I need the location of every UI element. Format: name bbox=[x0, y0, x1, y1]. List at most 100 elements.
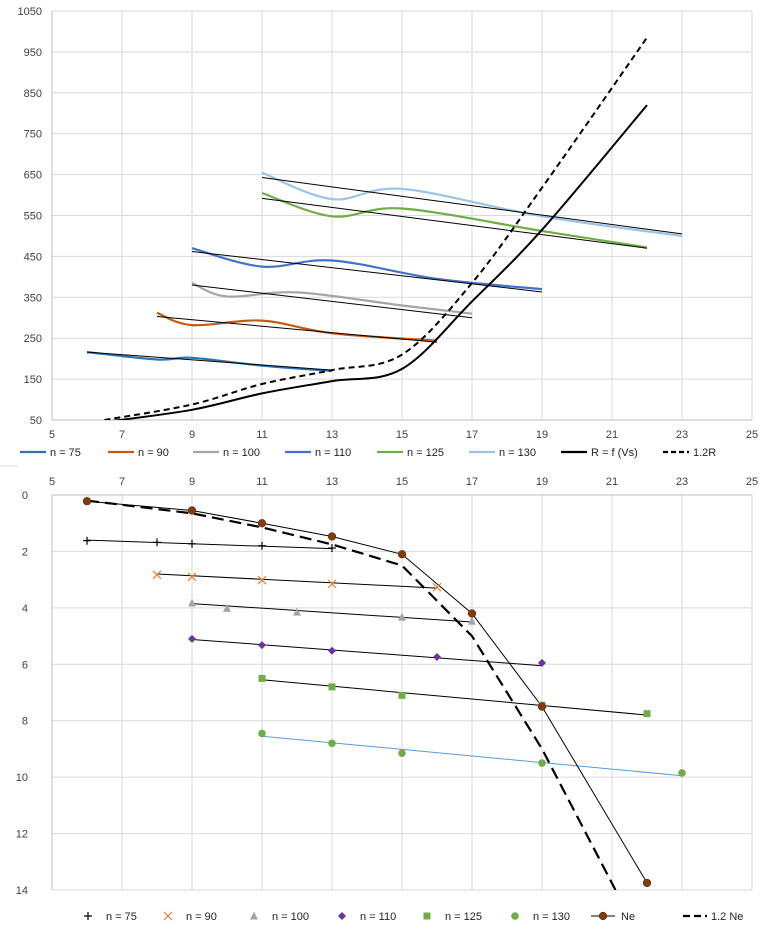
point-n-125 bbox=[643, 710, 651, 718]
point-n-125 bbox=[328, 683, 336, 691]
chart2-x-tick-label: 17 bbox=[466, 476, 478, 488]
chart1-trendline bbox=[191, 250, 543, 293]
point-ne bbox=[642, 878, 652, 888]
point-n-125 bbox=[398, 691, 406, 699]
chart2-legend-label-n-100: n = 100 bbox=[272, 911, 309, 923]
series-line-1-2-ne bbox=[86, 499, 617, 890]
chart1-x-tick-label: 5 bbox=[49, 429, 55, 441]
series-line-n-125 bbox=[261, 191, 648, 249]
chart2-plot-area bbox=[82, 497, 686, 890]
point-n-130 bbox=[258, 729, 266, 738]
chart1-x-tick-label: 9 bbox=[189, 429, 195, 441]
chart2-legend-label-1-2-ne: 1.2 Ne bbox=[711, 911, 743, 923]
series-line-n-90 bbox=[156, 311, 438, 342]
chart2-x-tick-label: 21 bbox=[606, 476, 618, 488]
chart2-x-tick-label: 25 bbox=[746, 476, 758, 488]
chart2-legend-label-n-110: n = 110 bbox=[360, 911, 396, 923]
chart2-legend-swatch-n-75 bbox=[84, 912, 92, 920]
chart1-y-tick-label: 450 bbox=[24, 251, 42, 263]
chart1-x-tick-label: 17 bbox=[466, 429, 478, 441]
chart1-y-tick-label: 650 bbox=[24, 170, 42, 182]
chart1-legend-label-n-110: n = 110 bbox=[315, 447, 351, 459]
point-n-90 bbox=[187, 572, 197, 582]
series-line-n-100 bbox=[191, 281, 473, 315]
chart2-x-tick-label: 5 bbox=[49, 476, 55, 488]
point-ne bbox=[397, 550, 407, 559]
point-ne bbox=[327, 532, 337, 541]
point-n-75 bbox=[153, 538, 161, 547]
chart1-trendline bbox=[261, 176, 683, 235]
chart2-legend-label-n-75: n = 75 bbox=[106, 911, 137, 923]
chart2-legend-label-ne: Ne bbox=[621, 911, 635, 923]
point-n-100 bbox=[468, 616, 476, 625]
chart2-y-tick-label: 0 bbox=[22, 490, 28, 502]
chart2-legend-swatch-ne bbox=[598, 911, 608, 921]
chart1-x-tick-label: 7 bbox=[119, 429, 125, 441]
point-n-125 bbox=[258, 674, 266, 682]
chart1-x-tick-label: 11 bbox=[256, 429, 267, 441]
point-n-130 bbox=[538, 759, 546, 767]
chart1-x-tick-label: 23 bbox=[676, 429, 688, 441]
chart1-x-tick-label: 19 bbox=[536, 429, 548, 441]
point-ne bbox=[467, 609, 477, 618]
chart1-x-tick-label: 21 bbox=[606, 429, 618, 441]
series-line-n-130 bbox=[261, 171, 683, 237]
point-n-100 bbox=[223, 603, 231, 612]
chart1-legend-label-r-f-vs: R = f (Vs) bbox=[591, 447, 638, 459]
chart2-legend-swatch-n-125 bbox=[423, 912, 431, 920]
point-n-110 bbox=[433, 652, 441, 661]
chart1-x-tick-label: 25 bbox=[746, 429, 758, 441]
chart1-legend-label-n-90: n = 90 bbox=[138, 447, 169, 459]
chart1-legend-label-n-125: n = 125 bbox=[407, 447, 444, 459]
chart1-y-tick-label: 850 bbox=[24, 88, 42, 100]
chart1-y-tick-label: 550 bbox=[24, 211, 42, 223]
chart2-y-tick-label: 8 bbox=[22, 716, 28, 728]
series-line-1-2r bbox=[104, 37, 648, 420]
chart2-y-tick-label: 4 bbox=[22, 603, 28, 615]
point-n-130 bbox=[678, 769, 686, 777]
chart-top-resistance: 5 7 9 11 13 15 17 19 21 23 25 50 150 250 350 450 550 650 7… bbox=[18, 6, 759, 459]
chart2-legend-swatch-n-100 bbox=[250, 911, 258, 920]
point-n-100 bbox=[293, 607, 301, 616]
chart2-legend-label-n-130: n = 130 bbox=[533, 911, 570, 923]
chart1-legend-label-n-100: n = 100 bbox=[223, 447, 260, 459]
chart1-y-tick-label: 50 bbox=[30, 415, 42, 427]
chart2-legend: n = 75 n = 90 n = 100 n = 110 n = 125 n = 130… bbox=[84, 911, 743, 923]
series-line-n-75 bbox=[86, 351, 333, 372]
chart1-trendline bbox=[261, 197, 648, 249]
chart2-y-tick-label: 6 bbox=[22, 659, 28, 671]
chart2-x-tick-label: 11 bbox=[256, 476, 267, 488]
trendline-n-75 bbox=[86, 539, 333, 550]
point-n-100 bbox=[398, 612, 406, 621]
chart2-legend-label-n-125: n = 125 bbox=[445, 911, 482, 923]
point-n-90 bbox=[152, 570, 162, 580]
point-ne bbox=[82, 497, 92, 506]
trendline-n-125 bbox=[261, 679, 648, 716]
trendline-n-100 bbox=[191, 603, 473, 623]
series-line-n-110 bbox=[191, 247, 543, 291]
chart2-legend-label-n-90: n = 90 bbox=[186, 911, 217, 923]
chart1-trendline bbox=[86, 351, 333, 371]
chart1-y-tick-label: 250 bbox=[24, 333, 42, 345]
chart2-x-tick-label: 13 bbox=[326, 476, 338, 488]
point-n-110 bbox=[538, 658, 546, 667]
chart1-x-tick-label: 15 bbox=[396, 429, 408, 441]
point-n-90 bbox=[432, 582, 442, 592]
point-n-110 bbox=[188, 634, 196, 643]
trendline-n-110 bbox=[191, 638, 543, 667]
chart2-y-tick-label: 12 bbox=[16, 829, 28, 841]
chart1-y-tick-label: 950 bbox=[24, 47, 42, 59]
chart1-x-tick-label: 13 bbox=[326, 429, 338, 441]
point-n-110 bbox=[258, 641, 266, 650]
chart2-x-tick-label: 19 bbox=[536, 476, 548, 488]
chart1-y-tick-label: 350 bbox=[24, 292, 42, 304]
chart1-y-tick-label: 150 bbox=[24, 374, 42, 386]
point-n-90 bbox=[327, 579, 337, 589]
point-n-75 bbox=[328, 544, 336, 553]
chart2-y-tick-label: 14 bbox=[16, 885, 28, 897]
chart1-legend-label-n-75: n = 75 bbox=[50, 447, 81, 459]
chart1-legend-label-1-2r: 1.2R bbox=[693, 447, 716, 459]
point-n-75 bbox=[188, 539, 196, 548]
